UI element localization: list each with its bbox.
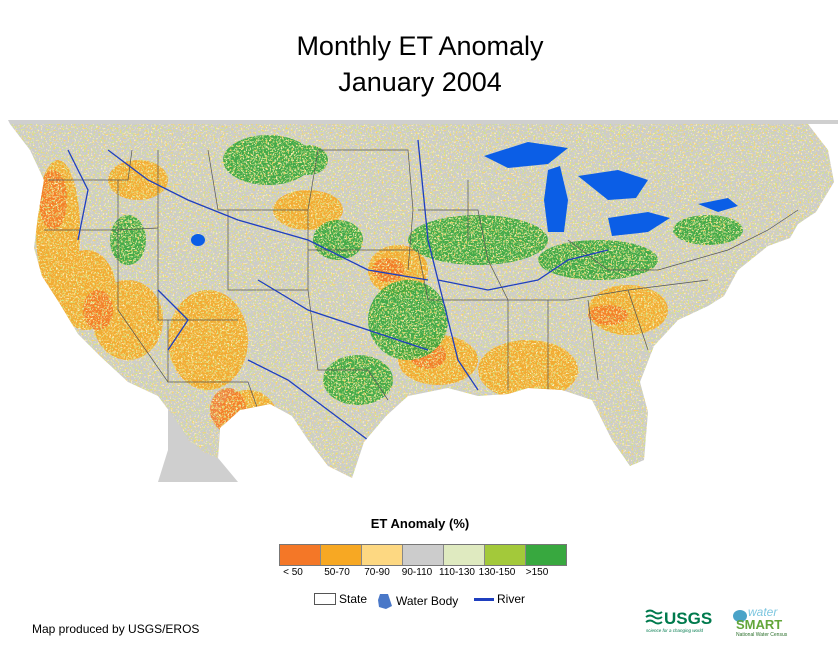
us-map: [8, 120, 838, 482]
watersmart-top: water: [748, 605, 778, 619]
legend-label-130-150: 130-150: [478, 567, 516, 578]
symbol-legend: State Water Body River: [0, 592, 840, 612]
legend-swatch-130-150: [485, 545, 526, 565]
legend-swatch-gt150: [526, 545, 566, 565]
legend-swatch-70-90: [362, 545, 403, 565]
agency-logos: USGS science for a changing world water …: [644, 604, 814, 640]
water-body-icon: [378, 594, 392, 609]
usgs-logo: USGS science for a changing world: [645, 609, 712, 633]
state-symbol-icon: [314, 593, 336, 605]
watersmart-logo: water SMART National Water Census: [733, 605, 788, 638]
watersmart-globe-icon: [733, 610, 747, 622]
rivers: [67, 139, 609, 441]
legend-state: State: [314, 592, 367, 606]
usgs-wave-icon: [645, 609, 663, 625]
watersmart-bottom: SMART: [736, 617, 782, 632]
usgs-tagline: science for a changing world: [646, 628, 704, 633]
usgs-logo-text: USGS: [664, 609, 712, 628]
legend-label-70-90: 70-90: [364, 567, 390, 578]
legend-labels: < 50 50-70 70-90 90-110 110-130 130-150 …: [279, 567, 563, 581]
water-bodies: [191, 142, 738, 246]
legend-state-label: State: [339, 592, 368, 606]
map-title-line-2: January 2004: [338, 67, 502, 97]
map-title: Monthly ET Anomaly January 2004: [0, 28, 840, 100]
watersmart-tagline: National Water Census: [736, 632, 788, 638]
river-line-icon: [474, 597, 494, 601]
legend-river-label: River: [497, 592, 526, 606]
legend-title: ET Anomaly (%): [370, 516, 470, 531]
legend-water-body: Water Body: [376, 592, 458, 610]
legend-river: River: [474, 592, 525, 606]
map-credit: Map produced by USGS/EROS: [32, 622, 200, 636]
logos-svg: USGS science for a changing world water …: [645, 605, 788, 638]
legend-label-gt150: >150: [525, 567, 549, 578]
legend-label-110-130: 110-130: [439, 567, 475, 578]
legend-swatch-lt50: [280, 545, 321, 565]
legend-water-body-label: Water Body: [396, 594, 459, 608]
legend-label-90-110: 90-110: [401, 567, 433, 578]
map-canvas: [8, 120, 838, 482]
legend-swatch-110-130: [444, 545, 485, 565]
legend-swatch-50-70: [321, 545, 362, 565]
legend-label-50-70: 50-70: [324, 567, 350, 578]
canada-region: [8, 120, 838, 124]
et-anomaly-raster: [10, 124, 834, 478]
legend-swatch-90-110: [403, 545, 444, 565]
legend-label-lt50: < 50: [283, 567, 303, 578]
map-title-line-1: Monthly ET Anomaly: [296, 31, 544, 61]
legend-color-bar: [279, 544, 567, 566]
